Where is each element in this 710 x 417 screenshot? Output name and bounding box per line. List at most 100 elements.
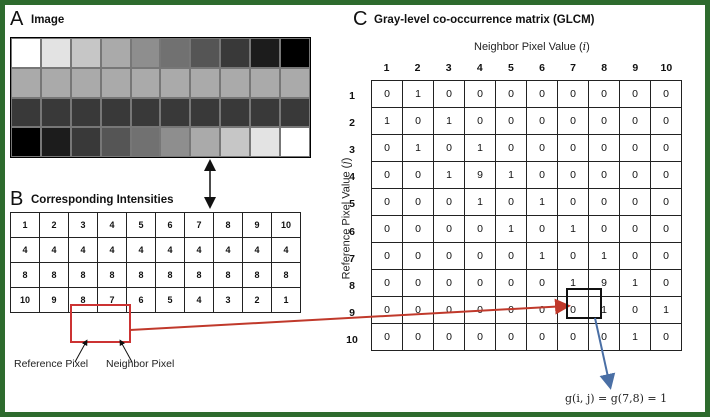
image-pixel	[40, 38, 71, 68]
intensity-cell: 4	[184, 287, 214, 313]
glcm-cell: 0	[464, 323, 496, 351]
glcm-cell: 0	[433, 269, 465, 297]
glcm-cell: 0	[526, 215, 558, 243]
panel-c-title: Gray-level co-occurrence matrix (GLCM)	[374, 14, 595, 26]
intensity-cell: 8	[97, 262, 127, 288]
image-pixel	[160, 67, 191, 98]
image-pixel	[11, 38, 41, 68]
glcm-cell: 0	[650, 107, 682, 135]
glcm-cell: 0	[650, 161, 682, 189]
intensity-cell: 9	[39, 287, 69, 313]
glcm-cell: 0	[433, 188, 465, 216]
intensity-cell: 8	[184, 262, 214, 288]
glcm-cell: 1	[495, 161, 527, 189]
image-pixel	[70, 38, 101, 68]
intensity-cell: 4	[97, 212, 127, 238]
reference-axis-label: Reference Pixel Value (j)	[340, 155, 353, 283]
glcm-cell: 0	[402, 269, 434, 297]
glcm-cell: 0	[371, 215, 403, 243]
intensity-cell: 4	[242, 237, 272, 263]
reference-axis-var: j	[339, 161, 353, 165]
image-pixel	[250, 38, 281, 68]
glcm-cell: 0	[526, 134, 558, 162]
glcm-cell: 0	[371, 80, 403, 108]
glcm-col-header: 4	[476, 62, 483, 74]
glcm-row-header: 10	[346, 333, 358, 346]
image-pixel	[220, 127, 251, 157]
glcm-cell: 0	[402, 296, 434, 324]
glcm-col-header: 6	[539, 62, 545, 74]
glcm-cell: 0	[588, 107, 620, 135]
image-pixel	[280, 97, 310, 128]
glcm-cell: 1	[464, 188, 496, 216]
intensity-table: 1 2 3 4 5 6 7 8 9 10 4 4 4 4 4 4 4 4 4 4 8 8 8 8 8 8 8 8 8 8 10 9 8 7 6 5 4 3…	[10, 212, 301, 313]
glcm-cell: 1	[588, 242, 620, 270]
glcm-cell: 0	[464, 296, 496, 324]
glcm-cell: 0	[557, 242, 589, 270]
image-pixel	[100, 38, 131, 68]
intensity-cell: 8	[68, 262, 98, 288]
glcm-cell: 0	[526, 296, 558, 324]
glcm-cell: 0	[495, 107, 527, 135]
glcm-cell: 1	[464, 134, 496, 162]
glcm-cell: 1	[526, 188, 558, 216]
glcm-cell: 0	[650, 215, 682, 243]
image-pixel	[130, 67, 161, 98]
glcm-cell: 0	[588, 80, 620, 108]
image-pixel	[190, 67, 221, 98]
glcm-col-header: 9	[632, 62, 639, 74]
glcm-cell: 0	[588, 215, 620, 243]
image-pixel	[250, 97, 281, 128]
intensity-cell: 8	[10, 262, 40, 288]
glcm-cell: 0	[619, 161, 651, 189]
glcm-cell: 1	[433, 161, 465, 189]
glcm-cell: 0	[619, 107, 651, 135]
glcm-cell: 0	[371, 161, 403, 189]
glcm-row-header: 9	[349, 306, 355, 319]
glcm-row-header: 8	[349, 279, 355, 292]
intensity-cell: 3	[68, 212, 98, 238]
glcm-cell: 9	[588, 269, 620, 297]
glcm-cell: 0	[371, 323, 403, 351]
image-pixel	[40, 127, 71, 157]
image-pixel	[70, 67, 101, 98]
glcm-cell: 0	[402, 323, 434, 351]
intensity-cell: 3	[213, 287, 243, 313]
glcm-cell: 0	[650, 80, 682, 108]
intensity-cell: 8	[242, 262, 272, 288]
glcm-cell: 0	[371, 188, 403, 216]
glcm-cell: 1	[588, 296, 620, 324]
glcm-cell: 0	[619, 215, 651, 243]
glcm-cell: 0	[495, 296, 527, 324]
glcm-cell: 0	[588, 134, 620, 162]
intensity-cell: 5	[126, 212, 156, 238]
intensity-cell: 5	[155, 287, 185, 313]
neighbor-axis-text: Neighbor Pixel Value (	[474, 41, 583, 53]
glcm-cell: 0	[464, 107, 496, 135]
image-pixel	[160, 127, 191, 157]
glcm-cell: 0	[588, 161, 620, 189]
glcm-cell: 0	[433, 296, 465, 324]
glcm-cell: 0	[464, 215, 496, 243]
glcm-cell: 0	[495, 134, 527, 162]
glcm-row-header: 5	[349, 198, 355, 211]
intensity-cell: 6	[155, 212, 185, 238]
intensity-cell: 4	[39, 237, 69, 263]
image-pixel	[250, 67, 281, 98]
glcm-col-header: 1	[383, 62, 390, 74]
glcm-cell: 0	[433, 215, 465, 243]
image-pixel	[11, 127, 41, 157]
glcm-cell: 1	[495, 215, 527, 243]
intensity-cell: 10	[271, 212, 301, 238]
intensity-cell: 8	[213, 212, 243, 238]
glcm-cell: 1	[402, 134, 434, 162]
panel-a-letter: A	[10, 8, 24, 30]
intensity-cell: 6	[126, 287, 156, 313]
